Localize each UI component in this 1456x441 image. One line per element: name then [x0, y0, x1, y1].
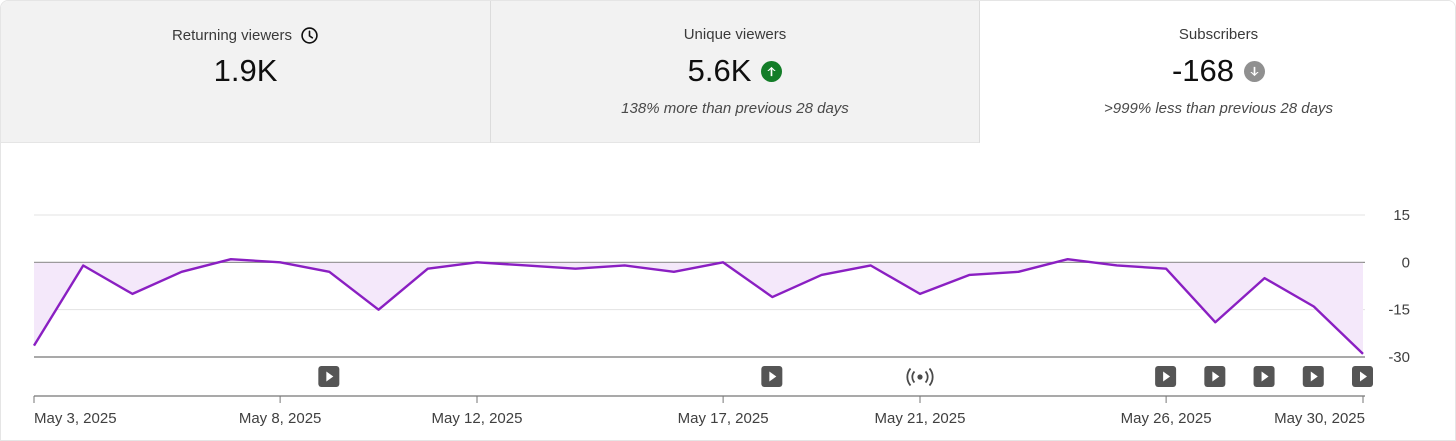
metric-card-unique-viewers[interactable]: Unique viewers 5.6K 138% more than previ…: [491, 1, 980, 143]
x-tick-label: May 3, 2025: [34, 410, 117, 427]
y-tick-label: -15: [1388, 302, 1410, 319]
metric-comparison: >999% less than previous 28 days: [1104, 100, 1333, 117]
y-tick-label: -30: [1388, 349, 1410, 366]
metric-label: Returning viewers: [171, 27, 293, 44]
x-tick-label: May 21, 2025: [875, 410, 966, 427]
metric-value: -168: [1171, 53, 1235, 88]
metric-label: Unique viewers: [683, 26, 787, 43]
arrow-up-icon: [761, 60, 783, 82]
live-broadcast-icon: [906, 367, 934, 387]
play-icon: [761, 366, 783, 387]
play-icon: [1155, 366, 1177, 387]
x-tick-label: May 30, 2025: [1274, 410, 1365, 427]
metric-value: 5.6K: [687, 53, 752, 88]
metric-cards: Returning viewers 1.9K Unique viewers: [1, 1, 1455, 143]
play-icon: [1204, 366, 1226, 387]
x-tick-label: May 12, 2025: [432, 410, 523, 427]
x-tick-label: May 17, 2025: [678, 410, 769, 427]
metric-comparison: 138% more than previous 28 days: [621, 100, 849, 117]
y-tick-label: 15: [1393, 207, 1410, 224]
play-icon: [1352, 366, 1373, 387]
x-tick-label: May 8, 2025: [239, 410, 322, 427]
play-icon: [318, 366, 340, 387]
metric-card-returning-viewers[interactable]: Returning viewers 1.9K: [1, 1, 491, 143]
x-tick-label: May 26, 2025: [1121, 410, 1212, 427]
metric-value: 1.9K: [213, 53, 278, 88]
series-line: [32, 257, 1364, 355]
y-tick-label: 0: [1402, 254, 1410, 271]
metric-label: Subscribers: [1178, 26, 1259, 43]
arrow-down-icon: [1244, 60, 1266, 82]
subscribers-chart: 15 0 -15 -30 May 3, 2025 May 8, 2025 May 12, 2…: [32, 207, 1410, 427]
play-icon: [1253, 366, 1275, 387]
series-area: [34, 259, 1363, 354]
clock-icon: [301, 27, 318, 44]
play-icon: [1302, 366, 1324, 387]
metric-card-subscribers[interactable]: Subscribers -168 >999% less than previou…: [980, 1, 1455, 143]
